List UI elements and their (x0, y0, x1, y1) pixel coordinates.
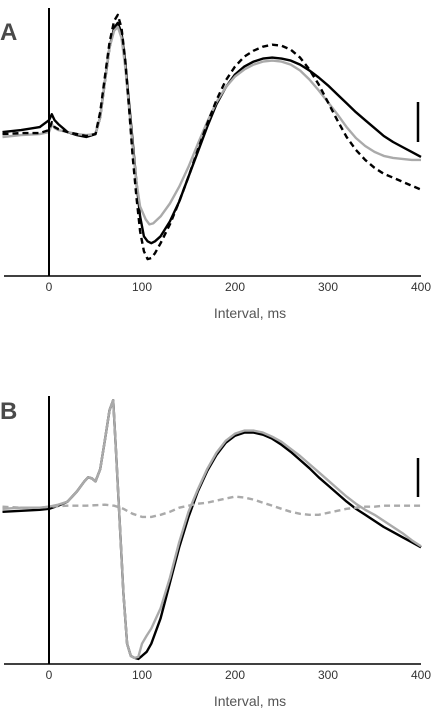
x-tick-label: 200 (225, 668, 245, 682)
x-tick-label: 0 (46, 668, 53, 682)
x-tick-label: 400 (411, 668, 431, 682)
panel-b: B 0 100 200 300 400 Interval, ms (0, 396, 431, 709)
x-axis-label: Interval, ms (214, 305, 286, 321)
series-line-1 (2, 21, 422, 245)
x-tick-label: 100 (132, 668, 152, 682)
panel-letter-b: B (0, 398, 17, 425)
x-tick-label: 300 (318, 280, 338, 294)
x-tick-label: 200 (225, 280, 245, 294)
series-line-1 (2, 399, 422, 661)
panel-a: A 0 100 200 300 400 Interval, ms (0, 8, 431, 321)
series-line-2 (2, 25, 421, 226)
x-tick-label: 100 (132, 280, 152, 294)
series-line-3 (2, 13, 422, 261)
panel-letter-a: A (0, 19, 17, 46)
series-line-2 (2, 399, 422, 660)
x-tick-label: 400 (411, 280, 431, 294)
x-axis-label: Interval, ms (214, 693, 286, 709)
x-tick-label: 300 (318, 668, 338, 682)
series-line-3 (2, 495, 421, 519)
x-tick-label: 0 (46, 280, 53, 294)
